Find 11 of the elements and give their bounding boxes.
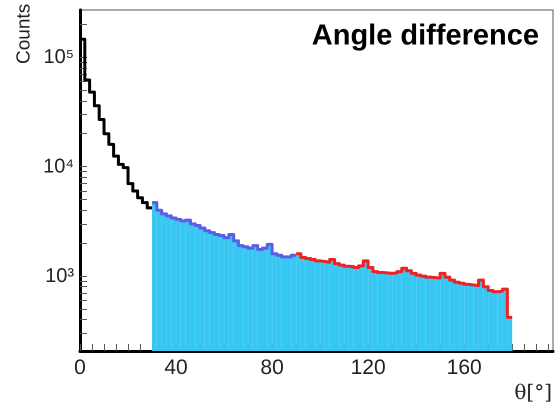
x-tick-label: 120 bbox=[350, 356, 386, 379]
x-axis-title: θ[°] bbox=[514, 380, 552, 404]
y-axis-title: Counts bbox=[14, 4, 34, 64]
y-tick-label: 10³ bbox=[45, 265, 74, 288]
x-tick-label: 160 bbox=[446, 356, 482, 379]
chart-title: Angle difference bbox=[312, 20, 540, 52]
x-tick-label: 40 bbox=[164, 356, 188, 379]
x-tick-label: 80 bbox=[260, 356, 284, 379]
y-tick-label: 10⁵ bbox=[43, 46, 74, 68]
x-tick-label: 0 bbox=[74, 356, 86, 379]
y-tick-label: 10⁴ bbox=[43, 156, 74, 178]
